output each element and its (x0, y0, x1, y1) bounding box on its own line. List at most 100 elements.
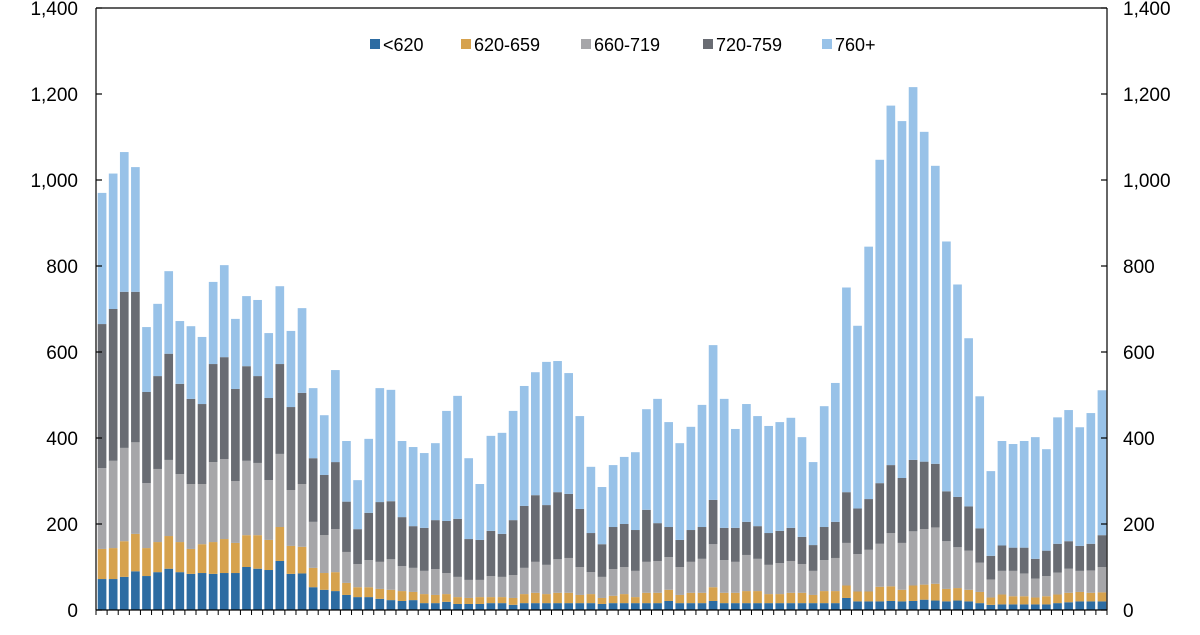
bar-segment-2 (286, 490, 296, 546)
bar-segment-4 (953, 284, 962, 497)
bar-segment-4 (1086, 413, 1096, 544)
bar-segment-1 (353, 587, 362, 598)
bar-segment-0 (697, 603, 707, 610)
legend-item: 660-719 (581, 35, 660, 55)
bar-segment-0 (842, 597, 851, 610)
bar-segment-2 (397, 566, 407, 592)
bar-segment-0 (1008, 604, 1018, 610)
legend-label: <620 (383, 35, 424, 55)
bar-segment-4 (708, 345, 718, 500)
legend-swatch (370, 39, 380, 49)
bar-segment-1 (842, 585, 851, 598)
bar-segment-3 (186, 398, 196, 485)
bar-segment-1 (819, 591, 829, 604)
bar-segment-3 (208, 364, 218, 463)
bar-segment-2 (1086, 570, 1096, 593)
bar-segment-4 (131, 167, 140, 292)
bar-segment-1 (686, 592, 696, 604)
bar-segment-1 (597, 597, 607, 604)
bar-segment-3 (142, 391, 151, 484)
bar-segment-1 (708, 587, 718, 601)
bar-segment-0 (930, 600, 940, 610)
bar-segment-1 (586, 594, 596, 604)
bar-segment-3 (1019, 547, 1029, 574)
bar-segment-2 (486, 576, 496, 598)
bar-segment-2 (186, 484, 196, 549)
axes-group (95, 7, 1108, 611)
bar-segment-1 (253, 535, 262, 569)
bar-segment-4 (153, 303, 162, 377)
bar-segment-0 (964, 601, 973, 610)
bar-segment-3 (464, 539, 474, 580)
bar-segment-3 (864, 499, 873, 550)
bars-group (97, 87, 1107, 610)
bar-segment-1 (1097, 592, 1107, 602)
bar-segment-2 (342, 551, 351, 583)
bar-segment-4 (908, 87, 918, 460)
bar-segment-4 (564, 373, 574, 494)
bar-segment-1 (519, 594, 529, 604)
bar-segment-0 (497, 603, 507, 610)
bar-segment-1 (397, 591, 407, 601)
bar-segment-1 (153, 542, 162, 573)
bar-segment-3 (853, 508, 862, 555)
right-y-tick-label: 1,400 (1123, 0, 1171, 20)
bar-segment-1 (830, 591, 840, 604)
bar-segment-1 (186, 548, 196, 574)
bar-segment-3 (608, 527, 618, 570)
bar-segment-2 (464, 579, 474, 598)
bar-segment-2 (564, 557, 574, 593)
bar-segment-3 (131, 291, 140, 443)
bar-segment-0 (986, 604, 996, 610)
bar-segment-3 (297, 392, 307, 485)
bar-segment-3 (919, 461, 929, 530)
bar-segment-1 (331, 572, 340, 592)
bar-segment-1 (264, 539, 274, 571)
bar-segment-0 (264, 570, 274, 610)
bar-segment-2 (964, 550, 973, 590)
bar-segment-0 (908, 600, 918, 610)
bar-segment-1 (975, 591, 985, 604)
bar-segment-4 (586, 466, 596, 534)
bar-segment-3 (697, 527, 707, 559)
bar-segment-4 (386, 389, 396, 502)
bar-segment-4 (742, 404, 751, 522)
legend-swatch (581, 39, 591, 49)
bar-segment-4 (1042, 449, 1051, 551)
bar-segment-2 (975, 562, 985, 592)
bar-segment-4 (275, 286, 285, 365)
bar-segment-1 (675, 594, 685, 604)
bar-segment-4 (675, 443, 685, 540)
bar-segment-3 (1075, 545, 1085, 571)
bar-segment-3 (108, 309, 118, 461)
bar-segment-1 (1042, 596, 1051, 605)
bar-segment-0 (464, 603, 474, 610)
bar-segment-1 (342, 582, 351, 595)
ticks-group: 0 0 200 200 400 400 600 600 800 800 1,000 1,000 1,20… (30, 0, 1170, 622)
bar-segment-0 (297, 573, 307, 610)
bar-segment-0 (397, 600, 407, 610)
bar-segment-0 (786, 603, 796, 610)
bar-segment-0 (1053, 603, 1062, 610)
bar-segment-2 (842, 542, 851, 586)
bar-segment-0 (975, 603, 985, 610)
bar-segment-2 (764, 564, 773, 595)
bar-segment-3 (1030, 558, 1040, 579)
bar-segment-4 (1008, 444, 1018, 548)
bar-segment-2 (630, 570, 640, 598)
bar-segment-0 (375, 598, 385, 610)
bar-segment-4 (253, 299, 262, 377)
bar-segment-3 (386, 501, 396, 560)
bar-segment-0 (442, 601, 451, 610)
legend-item: 760+ (822, 35, 876, 55)
bar-segment-0 (730, 603, 740, 610)
right-y-tick-label: 1,000 (1123, 171, 1171, 192)
bar-segment-3 (1042, 550, 1051, 577)
bar-segment-3 (242, 366, 251, 461)
bar-segment-1 (664, 589, 673, 601)
bar-segment-0 (164, 568, 174, 610)
bar-segment-2 (97, 468, 107, 549)
bar-segment-2 (686, 561, 696, 593)
right-y-tick-label: 600 (1123, 343, 1155, 364)
bar-segment-1 (575, 594, 585, 604)
